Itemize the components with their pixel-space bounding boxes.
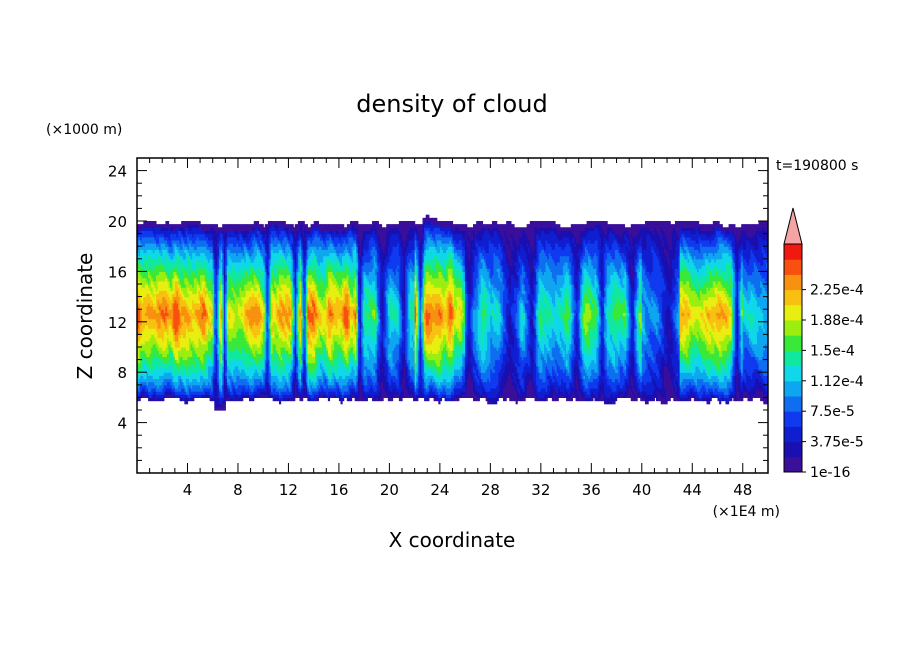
chart-title: density of cloud (356, 90, 547, 118)
time-label: t=190800 s (776, 158, 858, 174)
y-unit-label: (×1000 m) (46, 122, 122, 138)
density-field (137, 215, 769, 411)
